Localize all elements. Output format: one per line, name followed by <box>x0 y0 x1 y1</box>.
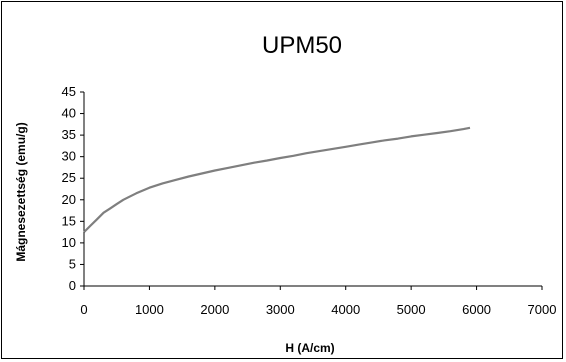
x-tick-label: 5000 <box>397 302 426 317</box>
x-axis-title: H (A/cm) <box>285 341 334 355</box>
series-layer <box>83 126 471 233</box>
x-tick-labels: 0 1000 2000 3000 4000 5000 6000 7000 <box>80 286 556 317</box>
y-tick-label: 5 <box>69 256 76 271</box>
y-tick-label: 35 <box>62 127 76 142</box>
x-tick-label: 3000 <box>266 302 295 317</box>
x-tick-label: 6000 <box>462 302 491 317</box>
y-tick-label: 40 <box>62 106 76 121</box>
x-tick-label: 7000 <box>528 302 557 317</box>
y-tick-label: 15 <box>62 213 76 228</box>
y-tick-label: 45 <box>62 84 76 99</box>
x-tick-label: 0 <box>80 302 87 317</box>
y-tick-label: 25 <box>62 170 76 185</box>
x-tick-label: 2000 <box>200 302 229 317</box>
y-tick-label: 30 <box>62 149 76 164</box>
x-tick-label: 4000 <box>331 302 360 317</box>
series-line <box>83 126 471 233</box>
y-tick-label: 0 <box>69 278 76 293</box>
y-tick-labels: 0 5 10 15 20 25 30 35 40 45 <box>62 84 84 293</box>
y-tick-label: 20 <box>62 192 76 207</box>
y-tick-label: 10 <box>62 235 76 250</box>
chart-title: UPM50 <box>262 32 342 59</box>
y-axis-title: Mágnesezettség (emu/g) <box>14 122 28 261</box>
x-tick-label: 1000 <box>135 302 164 317</box>
